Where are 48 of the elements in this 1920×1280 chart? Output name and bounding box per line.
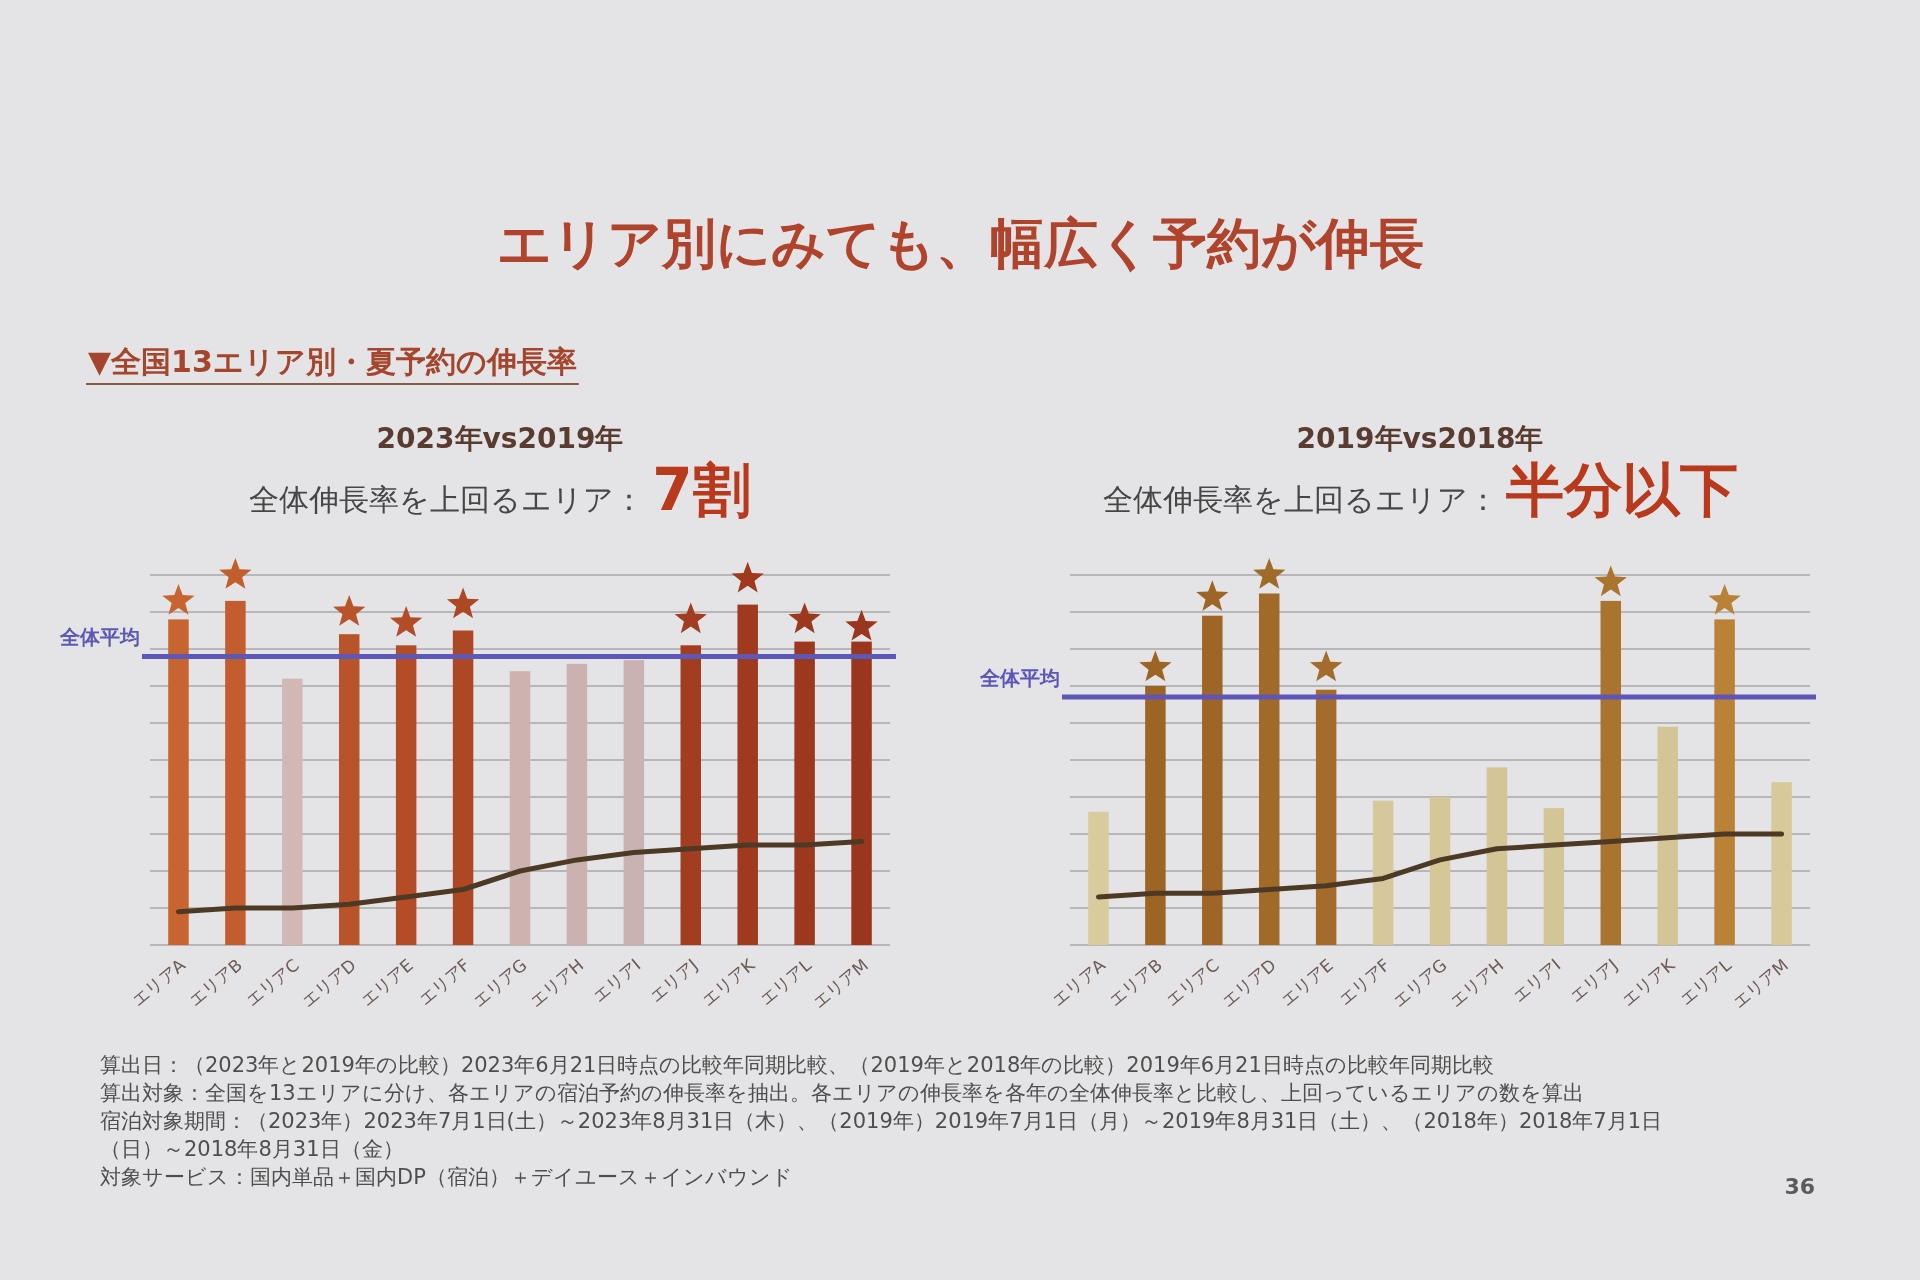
bar	[1771, 782, 1792, 945]
x-tick-label: エリアI	[588, 954, 645, 1007]
bar	[225, 600, 246, 945]
x-tick-label: エリアL	[756, 954, 816, 1009]
bar	[1315, 689, 1337, 945]
chart-title: 2019年vs2018年	[1296, 422, 1544, 455]
bar	[168, 619, 189, 945]
bar	[1543, 808, 1565, 945]
bar	[338, 634, 360, 945]
ref-line-label: 全体平均	[979, 666, 1060, 691]
bar	[623, 660, 645, 945]
bar	[282, 678, 303, 945]
text: 7割	[652, 456, 751, 524]
x-tick-label: エリアE	[1276, 954, 1337, 1010]
bar	[680, 645, 702, 945]
x-tick-label: エリアJ	[645, 954, 702, 1007]
x-tick-label: エリアE	[356, 954, 417, 1010]
bar	[566, 663, 588, 945]
bar	[1202, 615, 1223, 945]
bar	[1657, 726, 1678, 945]
bar	[1486, 767, 1508, 945]
bar	[1088, 811, 1109, 945]
text: 36	[1784, 1174, 1815, 1199]
chart-title: 2023年vs2019年	[376, 422, 624, 455]
bar	[1145, 686, 1166, 945]
text: エリア別にみても、幅広く予約が伸長	[496, 212, 1424, 275]
text: 算出対象：全国を13エリアに分け、各エリアの宿泊予約の伸長率を抽出。各エリアの伸長率を各年の全体伸長率と比較し、上回っているエリアの数を算出	[100, 1081, 1584, 1105]
bar	[1372, 800, 1394, 945]
bar	[452, 630, 474, 945]
chart-subtitle: 全体伸長率を上回るエリア：	[1102, 482, 1498, 517]
bar	[1258, 593, 1280, 945]
bar	[794, 641, 815, 945]
text: ▼全国13エリア別・夏予約の伸長率	[88, 344, 577, 379]
text: 対象サービス：国内単品＋国内DP（宿泊）＋デイユース＋インバウンド	[100, 1165, 793, 1189]
x-tick-label: エリアJ	[1565, 954, 1622, 1007]
text: 半分以下	[1504, 456, 1738, 524]
x-tick-label: エリアI	[1508, 954, 1565, 1007]
bar	[1429, 797, 1451, 945]
ref-line-label: 全体平均	[59, 625, 140, 650]
bar	[737, 604, 758, 945]
text: 算出日：（2023年と2019年の比較）2023年6月21日時点の比較年同期比較、（2019年と2018年の比較）2019年6月21日時点の比較年同期比較	[100, 1053, 1494, 1077]
bar	[395, 645, 417, 945]
chart-subtitle: 全体伸長率を上回るエリア：	[249, 482, 645, 517]
x-tick-label: エリアL	[1676, 954, 1736, 1009]
bar	[1600, 600, 1622, 945]
bar	[1714, 619, 1735, 945]
bar	[509, 671, 531, 945]
text: 宿泊対象期間：（2023年）2023年7月1日(土）～2023年8月31日（木）、（2019年）2019年7月1日（月）～2019年8月31日（土）、（2018年）2018年7月1日（日）～2018年8月31日（金）	[100, 1109, 1663, 1161]
